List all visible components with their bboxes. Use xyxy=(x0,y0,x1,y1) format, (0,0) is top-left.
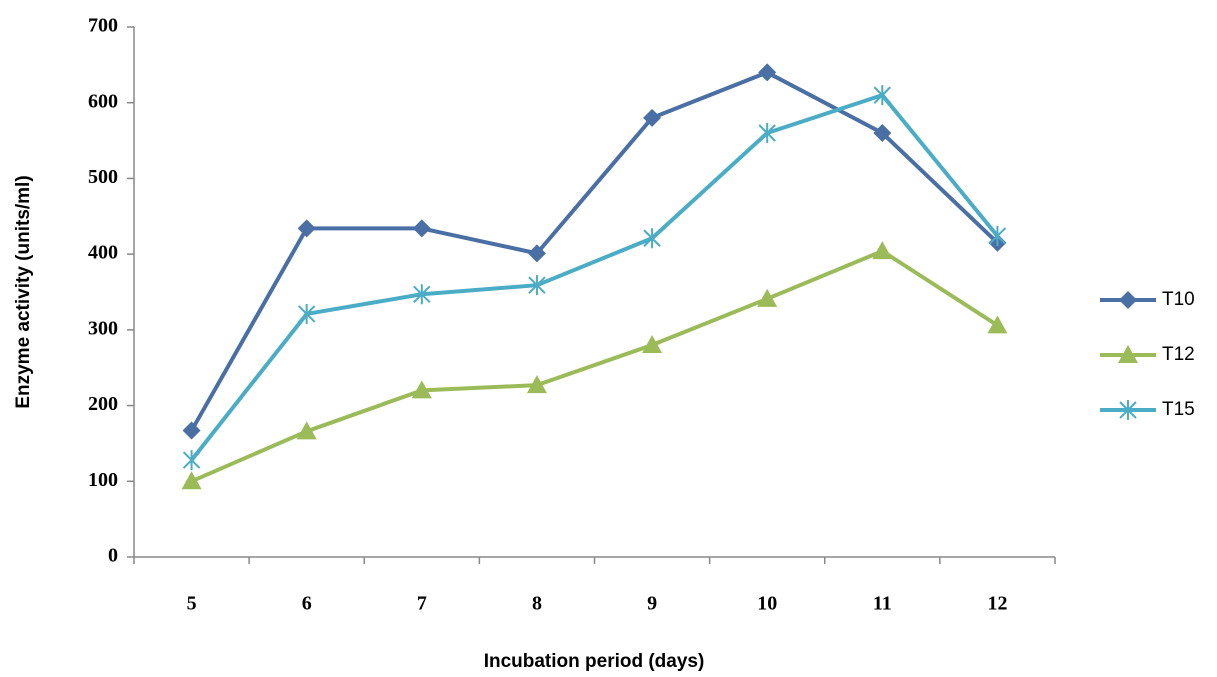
x-tick-label: 10 xyxy=(757,593,777,615)
marker xyxy=(181,471,202,490)
marker xyxy=(758,123,776,143)
y-tick-label: 400 xyxy=(88,242,118,264)
legend-label: T10 xyxy=(1162,289,1195,310)
y-tick-label: 500 xyxy=(88,166,118,188)
series-line xyxy=(189,93,999,462)
marker xyxy=(527,244,546,263)
marker xyxy=(642,335,663,353)
marker xyxy=(182,421,201,440)
y-tick-label: 700 xyxy=(88,15,118,37)
marker xyxy=(297,303,316,324)
marker xyxy=(528,275,546,296)
legend-marker xyxy=(1119,400,1137,420)
marker xyxy=(182,450,201,471)
marker xyxy=(412,219,431,238)
marker xyxy=(411,380,432,399)
legend-label: T12 xyxy=(1162,344,1195,365)
legend-marker xyxy=(1119,291,1137,309)
marker xyxy=(758,63,777,82)
x-tick-label: 11 xyxy=(873,593,892,615)
y-tick-label: 100 xyxy=(88,469,118,491)
y-tick-label: 600 xyxy=(88,90,118,112)
y-tick-label: 200 xyxy=(88,393,118,415)
marker xyxy=(757,288,778,307)
legend-marker xyxy=(1118,345,1138,363)
marker xyxy=(643,108,662,127)
marker xyxy=(526,375,547,394)
x-axis-title: Incubation period (days) xyxy=(484,651,705,672)
marker xyxy=(873,85,892,106)
marker xyxy=(988,225,1007,246)
marker xyxy=(297,219,316,238)
x-tick-label: 9 xyxy=(647,593,657,615)
x-tick-label: 7 xyxy=(417,593,427,615)
marker xyxy=(413,284,431,305)
series-line xyxy=(189,70,999,432)
y-tick-label: 300 xyxy=(88,317,118,339)
marker xyxy=(872,241,893,260)
legend-label: T15 xyxy=(1162,399,1195,420)
marker xyxy=(987,315,1008,334)
marker xyxy=(643,228,661,249)
y-axis-title: Enzyme activity (units/ml) xyxy=(13,175,34,408)
series-line xyxy=(190,249,999,484)
x-tick-label: 12 xyxy=(987,593,1007,615)
marker xyxy=(296,421,317,440)
x-tick-label: 6 xyxy=(302,593,312,615)
marker xyxy=(873,124,892,142)
y-tick-label: 0 xyxy=(108,545,118,567)
x-tick-label: 8 xyxy=(532,593,542,615)
x-tick-label: 5 xyxy=(187,593,197,615)
